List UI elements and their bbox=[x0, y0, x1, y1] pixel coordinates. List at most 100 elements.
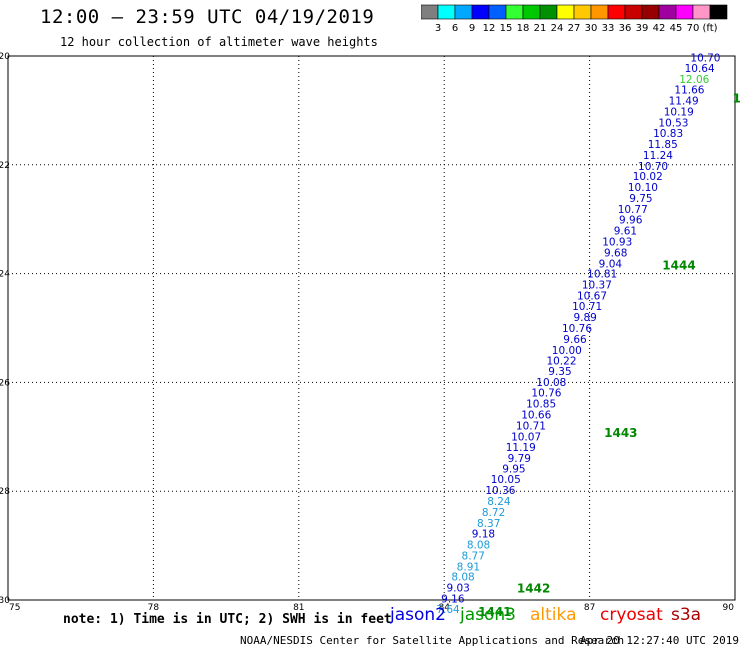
colorbar-label: 3 bbox=[435, 23, 441, 34]
pass-number-label: 1 bbox=[733, 91, 740, 105]
y-tick-label: -28 bbox=[0, 487, 10, 497]
timestamp-text: Apr 20 12:27:40 UTC 2019 bbox=[580, 634, 739, 647]
satellite-legend-s3a: s3a bbox=[671, 605, 702, 625]
wave-height-label: 9.16 bbox=[441, 593, 465, 605]
pass-number-label: 1443 bbox=[604, 426, 637, 440]
wave-height-label: 11.85 bbox=[648, 139, 678, 151]
wave-height-label: 10.76 bbox=[562, 323, 592, 335]
wave-height-label: 10.77 bbox=[618, 204, 648, 216]
wave-height-label: 9.79 bbox=[508, 453, 531, 465]
plot-frame bbox=[7, 55, 736, 601]
wave-height-label: 8.24 bbox=[487, 496, 511, 508]
y-tick-label: -22 bbox=[0, 161, 10, 171]
chart-title: 12:00 – 23:59 UTC 04/19/2019 bbox=[40, 6, 375, 28]
wave-height-label: 11.19 bbox=[506, 442, 536, 454]
colorbar-label: 24 bbox=[551, 23, 564, 34]
wave-height-label: 10.08 bbox=[536, 377, 566, 389]
colorbar-label: 42 bbox=[653, 23, 666, 34]
wave-height-label: 10.93 bbox=[602, 237, 632, 249]
x-tick-label: 75 bbox=[9, 603, 20, 613]
wave-height-label: 10.70 bbox=[638, 161, 668, 173]
colorbar-label: 6 bbox=[452, 23, 458, 34]
x-tick-label: 81 bbox=[293, 603, 304, 613]
wave-height-label: 10.83 bbox=[653, 128, 683, 140]
wave-height-label: 10.66 bbox=[521, 409, 551, 421]
colorbar-label: 70 bbox=[687, 23, 700, 34]
wave-height-label: 12.06 bbox=[679, 74, 709, 86]
wave-height-label: 11.66 bbox=[674, 85, 704, 97]
wave-height-label: 9.04 bbox=[599, 258, 623, 270]
pass-number-label: 1442 bbox=[517, 582, 550, 596]
wave-height-label: 10.76 bbox=[531, 388, 561, 400]
x-tick-label: 90 bbox=[723, 603, 735, 613]
colorbar-label: 39 bbox=[636, 23, 649, 34]
colorbar-label: 21 bbox=[534, 23, 547, 34]
wave-height-label: 10.64 bbox=[685, 63, 715, 75]
wave-height-label: 11.24 bbox=[643, 150, 673, 162]
wave-height-label: 10.00 bbox=[552, 345, 582, 357]
wave-height-label: 10.70 bbox=[690, 53, 720, 65]
wave-height-label: 11.49 bbox=[669, 96, 699, 108]
wave-height-label: 10.36 bbox=[485, 485, 515, 497]
colorbar-label: 18 bbox=[517, 23, 530, 34]
wave-height-label: 9.95 bbox=[502, 463, 525, 475]
y-tick-label: -30 bbox=[0, 596, 10, 606]
x-tick-label: 78 bbox=[148, 603, 160, 613]
wave-height-label: 8.77 bbox=[462, 550, 485, 562]
wave-height-label: 10.67 bbox=[577, 290, 607, 302]
units-note: note: 1) Time is in UTC; 2) SWH is in fe… bbox=[63, 612, 392, 627]
wave-height-label: 10.53 bbox=[658, 117, 688, 129]
wave-height-label: 8.08 bbox=[451, 572, 474, 584]
wave-height-label: 10.81 bbox=[587, 269, 617, 281]
wave-height-label: 10.07 bbox=[511, 431, 541, 443]
colorbar-label: 9 bbox=[469, 23, 475, 34]
wave-height-label: 9.66 bbox=[563, 334, 587, 346]
wave-height-label: 9.89 bbox=[573, 312, 596, 324]
wave-height-label: 8.08 bbox=[467, 540, 490, 552]
chart-subtitle: 12 hour collection of altimeter wave hei… bbox=[60, 35, 378, 49]
wave-height-label: 9.03 bbox=[446, 582, 469, 594]
colorbar-swatch bbox=[709, 4, 728, 20]
wave-height-label: 9.61 bbox=[614, 226, 637, 238]
wave-height-label: 9.96 bbox=[619, 215, 643, 227]
credit-text: NOAA/NESDIS Center for Satellite Applica… bbox=[240, 634, 625, 647]
colorbar-legend: 3 6 9 12 15 18 21 24 27 30 33 36 39 42 45 70 (ft) bbox=[421, 4, 728, 34]
wave-height-label: 9.75 bbox=[629, 193, 652, 205]
colorbar-label: 33 bbox=[602, 23, 615, 34]
x-tick-label: 87 bbox=[584, 603, 595, 613]
wave-height-label: 8.37 bbox=[477, 518, 500, 530]
colorbar-label: 27 bbox=[568, 23, 581, 34]
satellite-legend-jason3: jason3 bbox=[460, 605, 516, 625]
colorbar-label: 15 bbox=[500, 23, 513, 34]
pass-number-label: 1441 bbox=[478, 605, 511, 619]
wave-height-label: 9.18 bbox=[472, 529, 495, 541]
wave-height-label: 10.71 bbox=[516, 420, 546, 432]
colorbar-label: 30 bbox=[585, 23, 598, 34]
colorbar-label: 45 bbox=[670, 23, 683, 34]
colorbar-label: (ft) bbox=[702, 23, 717, 34]
wave-height-label: 9.35 bbox=[548, 366, 571, 378]
wave-height-label: 7.64 bbox=[436, 604, 460, 616]
y-tick-label: -26 bbox=[0, 378, 10, 388]
wave-height-label: 10.37 bbox=[582, 279, 612, 291]
satellite-legend-jason2: jason2 bbox=[390, 605, 446, 625]
colorbar-label: 36 bbox=[619, 23, 632, 34]
pass-number-label: 1444 bbox=[662, 258, 695, 272]
wave-height-label: 10.85 bbox=[526, 399, 556, 411]
wave-height-label: 8.91 bbox=[457, 561, 480, 573]
wave-height-label: 10.22 bbox=[546, 356, 576, 368]
y-tick-label: -20 bbox=[0, 52, 10, 62]
wave-height-label: 10.05 bbox=[491, 474, 521, 486]
wave-height-label: 9.68 bbox=[604, 247, 627, 259]
wave-height-label: 10.10 bbox=[628, 182, 658, 194]
colorbar-label: 12 bbox=[483, 23, 496, 34]
wave-height-label: 10.71 bbox=[572, 301, 602, 313]
wave-height-label: 10.02 bbox=[633, 171, 663, 183]
wave-height-label: 10.19 bbox=[664, 106, 694, 118]
wave-height-label: 8.72 bbox=[482, 507, 505, 519]
x-tick-label: 84 bbox=[438, 603, 450, 613]
y-tick-label: -24 bbox=[0, 270, 10, 280]
satellite-legend-cryosat: cryosat bbox=[600, 605, 663, 625]
